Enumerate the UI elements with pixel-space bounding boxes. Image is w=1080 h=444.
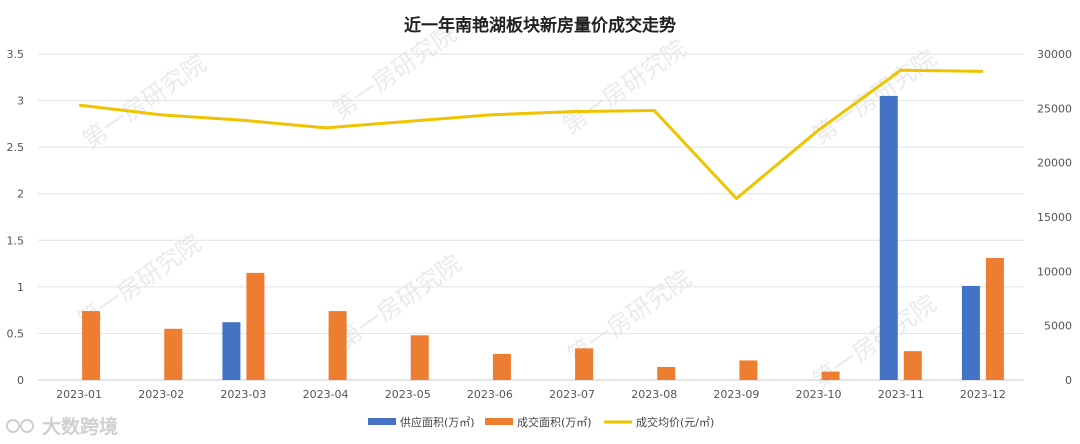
right-y-axis: 0 5000 10000 15000 20000 25000 30000	[1037, 48, 1072, 387]
x-tick-label: 2023-05	[385, 388, 431, 401]
x-tick-label: 2023-12	[960, 388, 1006, 401]
left-tick-label: 3.5	[7, 48, 25, 61]
deal-bar	[410, 335, 429, 380]
legend-swatch	[368, 418, 396, 425]
deal-bar	[164, 328, 183, 380]
legend-label: 成交均价(元/㎡)	[636, 415, 714, 429]
right-tick-label: 15000	[1037, 211, 1072, 224]
x-tick-label: 2023-09	[713, 388, 759, 401]
left-tick-label: 1.5	[7, 234, 25, 247]
gridlines	[38, 53, 1024, 381]
supply-bar	[222, 322, 241, 380]
deal-bar	[328, 311, 347, 380]
legend-swatch	[485, 418, 513, 425]
right-tick-label: 0	[1065, 374, 1072, 387]
watermark-text: 第一房研究院	[332, 249, 466, 355]
right-tick-label: 25000	[1037, 102, 1072, 115]
left-tick-label: 2	[17, 188, 24, 201]
watermark-text: 第一房研究院	[807, 44, 941, 150]
legend-label: 供应面积(万㎡)	[400, 415, 475, 429]
x-tick-label: 2023-04	[303, 388, 349, 401]
x-tick-label: 2023-08	[631, 388, 677, 401]
left-tick-label: 0	[17, 374, 24, 387]
right-tick-label: 30000	[1037, 48, 1072, 61]
deal-bar	[903, 351, 922, 380]
price-line-path	[78, 68, 983, 201]
chart-title: 近一年南艳湖板块新房量价成交走势	[404, 15, 676, 36]
x-tick-label: 2023-01	[56, 388, 102, 401]
x-tick-label: 2023-02	[138, 388, 184, 401]
deal-bar	[657, 366, 676, 380]
left-tick-label: 1	[17, 281, 24, 294]
supply-bar	[961, 285, 980, 380]
deal-bar	[739, 360, 758, 380]
bars	[82, 95, 1004, 381]
left-tick-label: 3	[17, 95, 24, 108]
right-tick-label: 5000	[1044, 320, 1072, 333]
right-tick-label: 20000	[1037, 157, 1072, 170]
logo: 大数跨境	[6, 415, 118, 438]
left-y-axis: 0 0.5 1 1.5 2 2.5 3 3.5	[7, 48, 25, 387]
price-line	[78, 68, 983, 201]
logo-text: 大数跨境	[42, 415, 118, 438]
x-tick-label: 2023-03	[220, 388, 266, 401]
x-tick-label: 2023-07	[549, 388, 595, 401]
x-axis: 2023-01 2023-02 2023-03 2023-04 2023-05 2023-…	[56, 388, 1006, 401]
legend: 供应面积(万㎡) 成交面积(万㎡) 成交均价(元/㎡)	[368, 415, 714, 429]
x-tick-label: 2023-06	[467, 388, 513, 401]
left-tick-label: 2.5	[7, 141, 25, 154]
deal-bar	[492, 353, 511, 380]
x-tick-label: 2023-10	[796, 388, 842, 401]
supply-bar	[879, 95, 898, 381]
watermark-text: 第一房研究院	[77, 49, 211, 155]
deal-bar	[575, 348, 594, 380]
left-tick-label: 0.5	[7, 327, 25, 340]
legend-label: 成交面积(万㎡)	[517, 415, 592, 429]
deal-bar	[82, 311, 101, 380]
deal-bar	[821, 371, 840, 380]
x-tick-label: 2023-11	[878, 388, 924, 401]
right-tick-label: 10000	[1037, 265, 1072, 278]
watermark-text: 第一房研究院	[557, 34, 691, 140]
deal-bar	[985, 257, 1004, 380]
deal-bar	[246, 272, 265, 380]
logo-icon	[6, 419, 34, 433]
